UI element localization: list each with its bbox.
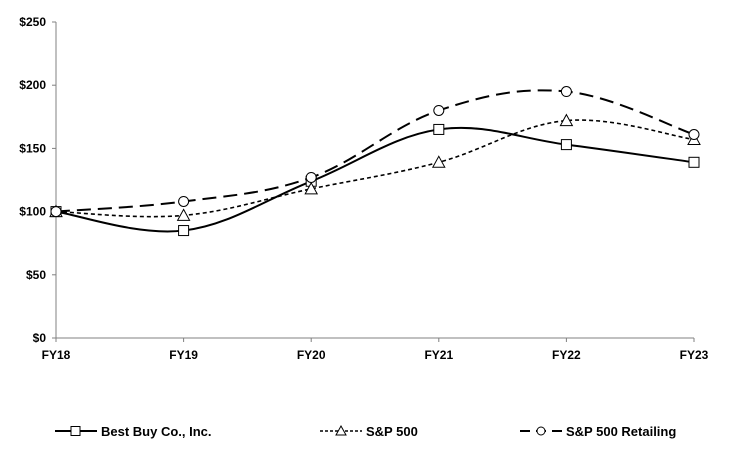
square-marker-icon [55, 426, 97, 436]
series-group [49, 86, 701, 237]
legend-label: S&P 500 Retailing [566, 423, 677, 439]
data-point-marker [178, 225, 190, 237]
data-point-marker [178, 195, 190, 207]
y-tick-label: $0 [33, 331, 47, 345]
data-point-marker [560, 139, 572, 151]
y-tick-label: $50 [26, 268, 46, 282]
x-tick-label: FY19 [169, 348, 198, 362]
y-tick-label: $100 [19, 205, 46, 219]
circle-marker-icon [520, 426, 562, 436]
legend-item-sp500-retailing: S&P 500 Retailing [520, 416, 676, 446]
data-point-marker [688, 128, 700, 140]
data-point-marker [304, 181, 319, 195]
y-axis: $0 $50 $100 $150 $200 $250 [19, 15, 57, 345]
series-best-buy-co-inc- [50, 123, 700, 237]
x-tick-label: FY23 [680, 348, 709, 362]
data-point-marker [688, 156, 700, 168]
data-point-marker [305, 171, 317, 183]
legend-item-sp500: S&P 500 [320, 416, 418, 446]
legend-item-best-buy: Best Buy Co., Inc. [55, 416, 212, 446]
series-s-p-500-retailing [50, 86, 700, 218]
y-tick-label: $150 [19, 141, 46, 155]
data-point-marker [559, 113, 574, 127]
x-tick-label: FY20 [297, 348, 326, 362]
x-axis: FY18 FY19 FY20 FY21 FY22 FY23 [42, 337, 709, 362]
y-tick-label: $250 [19, 15, 46, 29]
data-point-marker [433, 123, 445, 135]
legend-label: S&P 500 [366, 423, 418, 439]
y-tick-label: $200 [19, 78, 46, 92]
legend: Best Buy Co., Inc. S&P 500 S&P 500 Retai… [0, 416, 729, 446]
x-tick-label: FY18 [42, 348, 71, 362]
data-point-marker [433, 104, 445, 116]
data-point-marker [176, 208, 191, 221]
legend-label: Best Buy Co., Inc. [101, 423, 212, 439]
x-tick-label: FY22 [552, 348, 581, 362]
data-point-marker [560, 86, 572, 98]
x-tick-label: FY21 [424, 348, 453, 362]
data-point-marker [431, 155, 446, 168]
data-point-marker [50, 206, 62, 218]
triangle-marker-icon [320, 424, 362, 436]
